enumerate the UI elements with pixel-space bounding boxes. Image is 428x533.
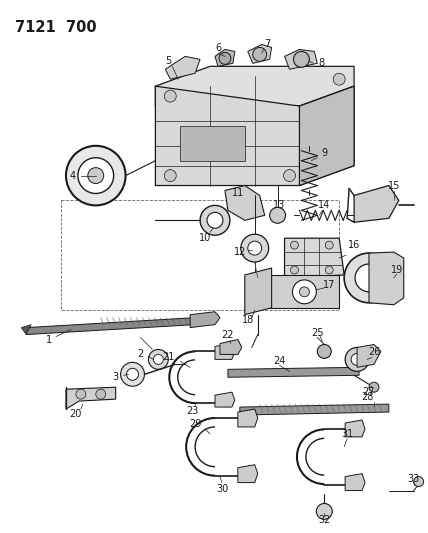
Polygon shape bbox=[180, 126, 245, 160]
Polygon shape bbox=[228, 367, 359, 377]
Polygon shape bbox=[245, 268, 272, 314]
Text: 20: 20 bbox=[70, 409, 82, 419]
Circle shape bbox=[207, 212, 223, 228]
Text: 15: 15 bbox=[388, 181, 400, 190]
Polygon shape bbox=[220, 340, 242, 354]
Polygon shape bbox=[21, 325, 31, 335]
Text: 23: 23 bbox=[186, 406, 198, 416]
Polygon shape bbox=[155, 66, 354, 106]
Circle shape bbox=[248, 241, 262, 255]
Circle shape bbox=[96, 389, 106, 399]
Text: 16: 16 bbox=[348, 240, 360, 250]
Circle shape bbox=[283, 169, 295, 182]
Polygon shape bbox=[238, 409, 258, 427]
Text: 21: 21 bbox=[162, 352, 175, 362]
Text: 7121  700: 7121 700 bbox=[15, 20, 97, 35]
Text: 31: 31 bbox=[341, 429, 353, 439]
Circle shape bbox=[219, 52, 231, 64]
Text: 28: 28 bbox=[361, 392, 373, 402]
Text: 11: 11 bbox=[232, 189, 244, 198]
Text: 9: 9 bbox=[321, 148, 327, 158]
Circle shape bbox=[88, 168, 104, 183]
Circle shape bbox=[344, 253, 394, 303]
Text: 25: 25 bbox=[311, 328, 324, 337]
Circle shape bbox=[355, 264, 383, 292]
Circle shape bbox=[241, 234, 269, 262]
Circle shape bbox=[127, 368, 139, 380]
Text: 33: 33 bbox=[407, 474, 420, 483]
Text: 22: 22 bbox=[222, 329, 234, 340]
Text: 30: 30 bbox=[216, 483, 228, 494]
Circle shape bbox=[317, 344, 331, 358]
Circle shape bbox=[153, 354, 163, 365]
Text: 13: 13 bbox=[273, 200, 286, 211]
Text: 18: 18 bbox=[242, 314, 254, 325]
Circle shape bbox=[149, 350, 168, 369]
Text: 6: 6 bbox=[215, 43, 221, 53]
Polygon shape bbox=[345, 474, 365, 490]
Circle shape bbox=[66, 146, 125, 205]
Polygon shape bbox=[240, 404, 389, 415]
Polygon shape bbox=[190, 312, 220, 328]
Text: 10: 10 bbox=[199, 233, 211, 243]
Text: 5: 5 bbox=[165, 56, 172, 66]
Text: 26: 26 bbox=[368, 348, 380, 358]
Text: 29: 29 bbox=[189, 419, 201, 429]
Text: 32: 32 bbox=[318, 515, 330, 526]
Polygon shape bbox=[248, 44, 272, 63]
Circle shape bbox=[414, 477, 424, 487]
Circle shape bbox=[270, 207, 285, 223]
Polygon shape bbox=[215, 343, 235, 359]
Circle shape bbox=[253, 47, 267, 61]
Polygon shape bbox=[300, 86, 354, 185]
Text: 19: 19 bbox=[391, 265, 403, 275]
Polygon shape bbox=[357, 344, 381, 367]
Text: 14: 14 bbox=[318, 200, 330, 211]
Circle shape bbox=[316, 504, 332, 519]
Polygon shape bbox=[285, 50, 317, 69]
Circle shape bbox=[164, 169, 176, 182]
Circle shape bbox=[291, 241, 298, 249]
Circle shape bbox=[369, 382, 379, 392]
Text: 17: 17 bbox=[323, 280, 336, 290]
Polygon shape bbox=[238, 465, 258, 482]
Circle shape bbox=[325, 266, 333, 274]
Polygon shape bbox=[285, 238, 344, 278]
Text: 8: 8 bbox=[318, 58, 324, 68]
Polygon shape bbox=[354, 185, 399, 222]
Polygon shape bbox=[215, 50, 235, 66]
Text: 4: 4 bbox=[70, 171, 76, 181]
Circle shape bbox=[345, 348, 369, 372]
Text: 27: 27 bbox=[363, 387, 375, 397]
Circle shape bbox=[351, 353, 363, 365]
Circle shape bbox=[294, 51, 309, 67]
Text: 12: 12 bbox=[234, 247, 246, 257]
Circle shape bbox=[78, 158, 114, 193]
Circle shape bbox=[300, 287, 309, 297]
Polygon shape bbox=[225, 185, 265, 220]
Circle shape bbox=[200, 205, 230, 235]
Circle shape bbox=[291, 266, 298, 274]
Text: 2: 2 bbox=[137, 350, 144, 359]
Text: 7: 7 bbox=[265, 39, 271, 50]
Circle shape bbox=[76, 389, 86, 399]
Polygon shape bbox=[165, 56, 200, 79]
Polygon shape bbox=[26, 318, 195, 335]
Polygon shape bbox=[215, 392, 235, 407]
Polygon shape bbox=[270, 275, 339, 308]
Circle shape bbox=[325, 241, 333, 249]
Circle shape bbox=[292, 280, 316, 304]
Circle shape bbox=[121, 362, 145, 386]
Text: 1: 1 bbox=[46, 335, 52, 344]
Circle shape bbox=[164, 90, 176, 102]
Text: 24: 24 bbox=[273, 357, 286, 366]
Text: 3: 3 bbox=[113, 372, 119, 382]
Circle shape bbox=[333, 73, 345, 85]
Polygon shape bbox=[155, 86, 354, 185]
Polygon shape bbox=[345, 420, 365, 437]
Polygon shape bbox=[66, 387, 116, 409]
Polygon shape bbox=[369, 252, 404, 305]
